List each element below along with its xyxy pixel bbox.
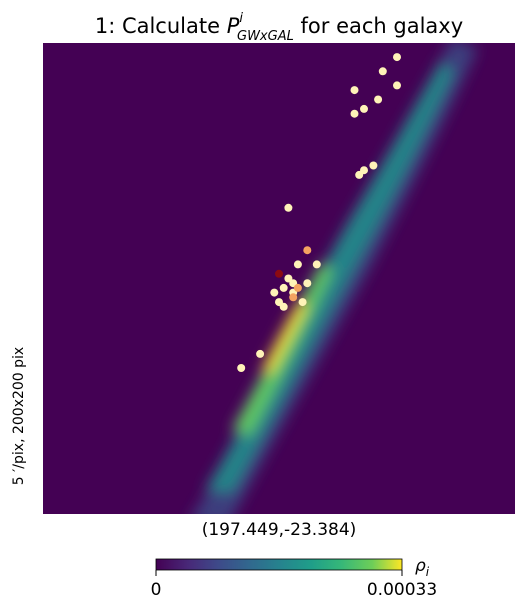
title-symbol: P — [227, 14, 240, 38]
colorbar-subscript: i — [426, 565, 430, 579]
galaxy-marker — [279, 302, 288, 311]
galaxy-marker — [279, 283, 288, 292]
galaxy-marker — [355, 170, 364, 179]
galaxy-marker — [298, 298, 307, 307]
galaxy-marker — [378, 67, 387, 76]
title-subscript: GWxGAL — [237, 29, 294, 44]
galaxy-marker — [237, 364, 246, 372]
title-suffix: for each galaxy — [294, 14, 463, 38]
galaxy-marker — [303, 279, 312, 288]
galaxy-marker — [270, 288, 279, 297]
colorbar-max-label: 0.00033 — [367, 580, 437, 600]
galaxy-marker — [289, 293, 298, 302]
y-axis-label: 5 ′/pix, 200x200 pix — [11, 347, 27, 485]
galaxy-marker — [350, 109, 359, 118]
galaxy-marker — [350, 86, 359, 95]
galaxy-marker — [374, 95, 383, 104]
galaxy-marker — [312, 260, 321, 269]
title-prefix: 1: Calculate — [95, 14, 227, 38]
galaxy-markers — [237, 53, 401, 372]
galaxy-marker — [293, 260, 302, 269]
chart-title: 1: Calculate Pi GWxGAL for each galaxy — [95, 11, 463, 44]
colorbar-min-label: 0 — [151, 580, 162, 600]
galaxy-marker — [303, 246, 312, 255]
title-superscript: i — [239, 11, 243, 26]
colorbar — [155, 558, 403, 571]
galaxy-marker — [369, 161, 378, 170]
galaxy-marker — [393, 81, 401, 90]
band-layer-peak — [262, 300, 306, 374]
galaxy-marker — [256, 349, 265, 358]
galaxy-marker — [360, 104, 368, 113]
galaxy-marker — [393, 53, 401, 62]
galaxy-marker — [275, 269, 283, 278]
x-axis-label: (197.449,-23.384) — [202, 520, 357, 540]
galaxy-marker — [284, 203, 293, 212]
galaxy-marker — [293, 283, 302, 292]
colorbar-label: ρi — [415, 556, 430, 579]
colorbar-symbol: ρ — [415, 556, 426, 576]
probability-band — [193, 43, 478, 514]
